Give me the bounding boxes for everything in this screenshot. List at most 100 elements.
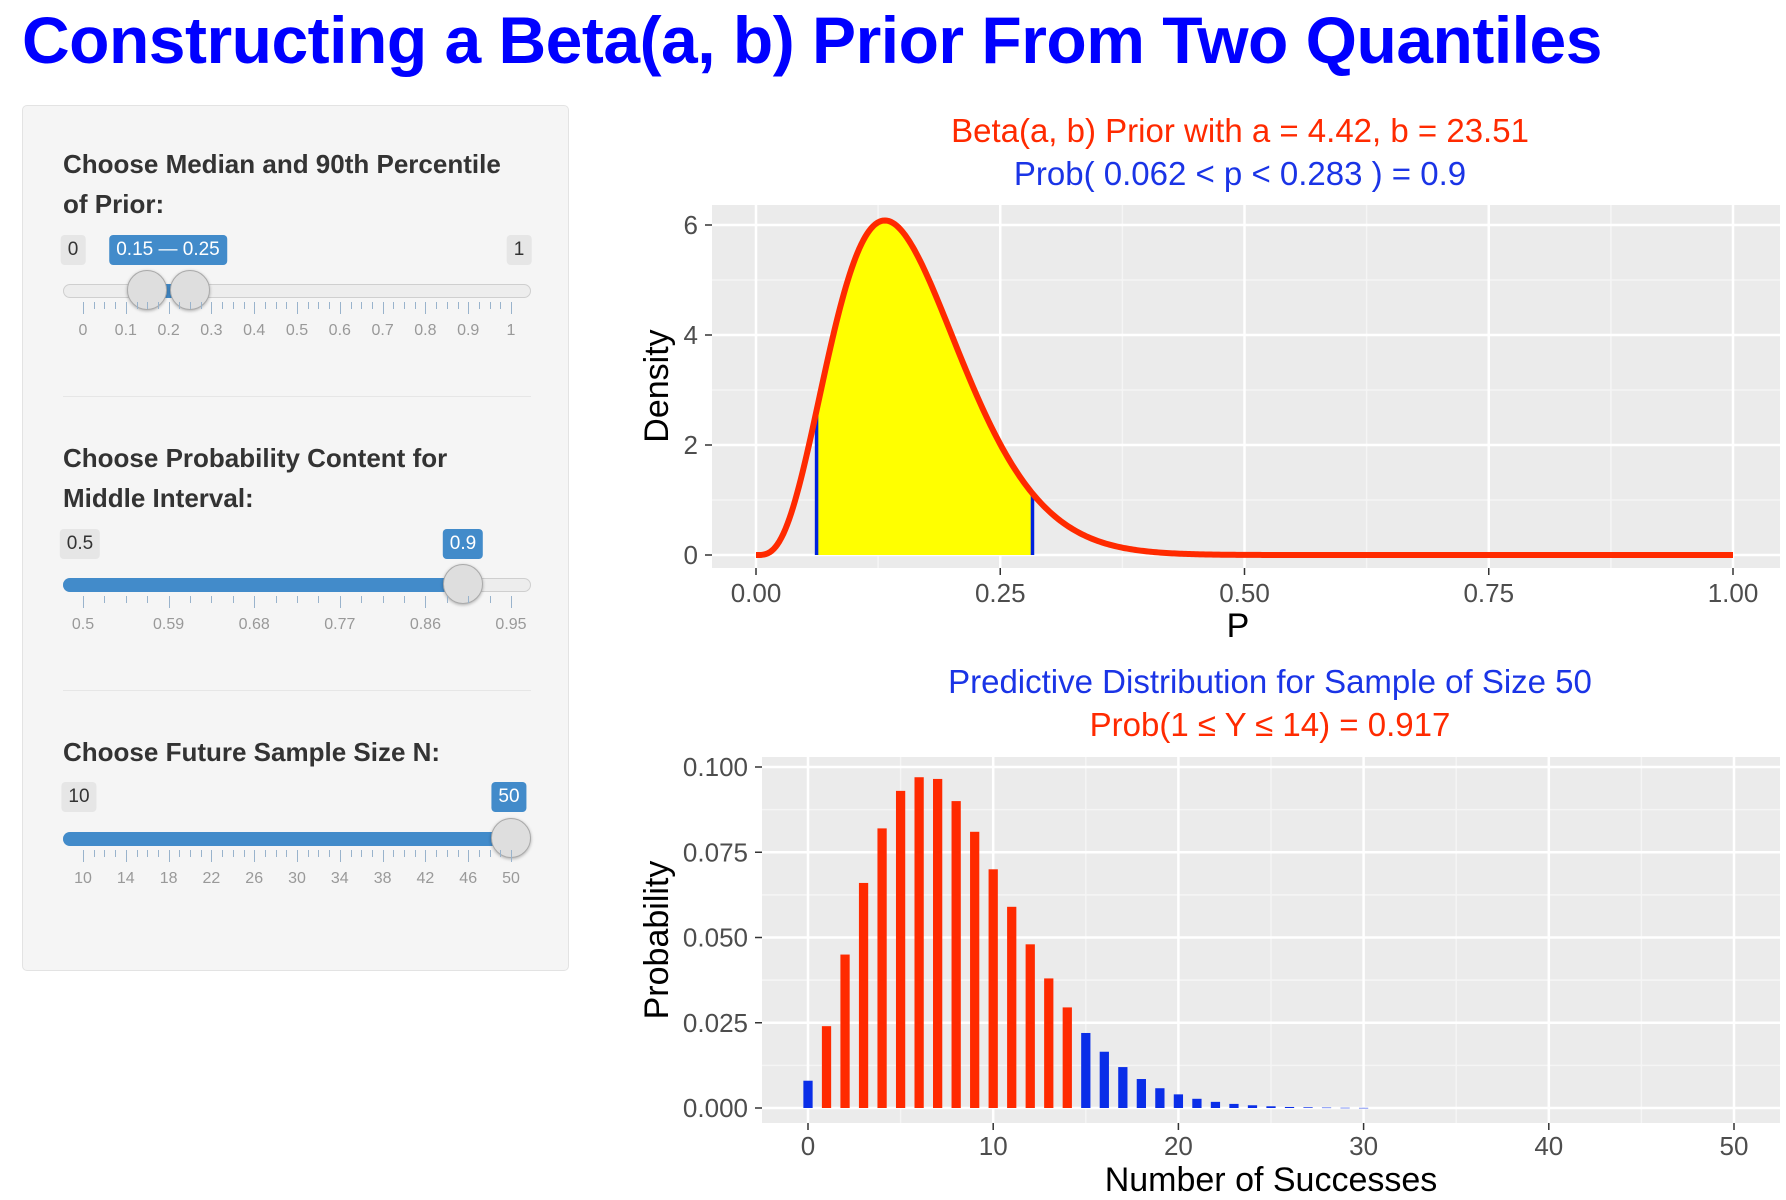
y-tick-label: 4 — [684, 320, 698, 350]
probability-bar — [914, 777, 924, 1108]
prob-slider-tick-mark — [168, 596, 170, 608]
quantile-slider-tick-mark — [125, 302, 127, 314]
prob-slider-handle[interactable] — [443, 564, 484, 604]
prior-x-axis-label: P — [1227, 607, 1250, 645]
prob-slider-label: Choose Probability Content for Middle In… — [63, 443, 448, 513]
quantile-slider-tick-mark — [457, 302, 459, 309]
prob-slider-tick-mark — [446, 596, 448, 603]
size-slider-tick-label: 46 — [459, 870, 478, 887]
quantile-slider-tick-mark — [254, 302, 256, 314]
size-slider-tick-mark — [147, 850, 149, 857]
quantile-slider-tick-mark — [468, 302, 470, 314]
size-slider-tick-mark — [436, 850, 438, 857]
y-tick-label: 0.050 — [683, 923, 748, 953]
quantile-slider-tick-label: 0 — [78, 322, 88, 339]
size-slider-tick-mark — [115, 850, 117, 857]
size-slider-tick-mark — [211, 850, 213, 862]
size-slider-tick-mark — [446, 850, 448, 857]
size-slider-tick-mark — [425, 850, 427, 862]
prob-slider-ticks: 0.5 0.59 0.68 0.77 0.86 0.95 — [63, 596, 531, 636]
predictive-chart-subtitle: Prob(1 ≤ Y ≤ 14) = 0.917 — [1089, 706, 1451, 743]
quantile-slider-tick-mark — [136, 302, 138, 309]
prob-slider-tick-mark — [147, 596, 149, 603]
quantile-slider-tick-mark — [157, 302, 159, 309]
probability-bar — [1229, 1103, 1239, 1108]
prob-slider-tick-mark — [190, 596, 191, 603]
quantile-slider-tick-mark — [286, 302, 288, 309]
x-tick-label: 10 — [979, 1131, 1008, 1161]
x-tick-label: 30 — [1349, 1131, 1378, 1161]
probability-bar — [1062, 1007, 1072, 1108]
size-slider-tick-label: 22 — [202, 870, 221, 887]
quantile-slider-tick-mark — [350, 302, 352, 309]
quantile-slider-tick-label: 0.8 — [414, 322, 437, 339]
size-slider-tick-mark — [350, 850, 352, 857]
size-slider-tick-label: 14 — [116, 870, 135, 887]
quantile-slider-tick-mark — [264, 302, 266, 309]
quantile-slider-tick-mark — [104, 302, 106, 309]
quantile-slider-tick-label: 0.7 — [371, 322, 394, 339]
divider — [63, 396, 531, 397]
quantile-slider-tick-label: 0.9 — [457, 322, 480, 339]
quantile-slider-tick-label: 0.1 — [114, 322, 137, 339]
probability-bar — [1007, 906, 1017, 1108]
size-slider-ticks: 10 14 18 22 26 30 34 38 42 46 50 — [63, 850, 531, 890]
x-tick-label: 0.75 — [1463, 578, 1514, 608]
quantile-slider-tick-mark — [371, 302, 373, 309]
probability-bar — [858, 882, 869, 1108]
prob-slider-tick-label: 0.86 — [409, 616, 441, 633]
y-tick-label: 0.000 — [683, 1093, 748, 1123]
quantile-slider-tick-mark — [329, 302, 331, 309]
size-slider-tick-mark — [179, 850, 181, 857]
quantile-slider-tick-label: 0.4 — [243, 322, 266, 339]
x-tick-label: 0 — [801, 1131, 815, 1161]
quantile-slider-tick-mark — [393, 302, 395, 309]
probability-bar — [1192, 1098, 1202, 1108]
y-tick-label: 2 — [684, 430, 698, 460]
probability-bar — [1284, 1106, 1295, 1108]
y-tick-label: 0.075 — [683, 837, 748, 867]
size-slider-track[interactable] — [63, 832, 531, 846]
prob-slider-tick-mark — [211, 596, 213, 603]
prob-slider-track[interactable] — [63, 578, 531, 592]
probability-bar — [951, 801, 961, 1108]
predictive-x-axis-label: Number of Successes — [1105, 1161, 1438, 1199]
quantile-slider-value: 0.15 — 0.25 — [109, 235, 227, 265]
prob-slider-tick-label: 0.5 — [71, 616, 95, 633]
size-slider-tick-label: 30 — [288, 870, 306, 887]
quantile-slider-tick-mark — [425, 302, 427, 314]
size-slider-tick-mark — [511, 850, 512, 862]
quantile-slider-tick-mark — [404, 302, 405, 309]
probability-bar — [970, 831, 980, 1108]
prior-chart-title: Beta(a, b) Prior with a = 4.42, b = 23.5… — [951, 112, 1529, 149]
prior-chart-subtitle: Prob( 0.062 < p < 0.283 ) = 0.9 — [1013, 155, 1467, 192]
size-slider-tick-mark — [468, 850, 470, 862]
size-slider-tick-mark — [136, 850, 138, 857]
quantile-slider-tick-label: 0.3 — [200, 322, 223, 339]
x-tick-label: 40 — [1534, 1131, 1563, 1161]
size-slider-tick-mark — [329, 850, 331, 857]
quantile-slider-tick-label: 1 — [506, 322, 516, 339]
size-slider-tick-mark — [254, 850, 256, 862]
size-slider-tick-mark — [264, 850, 266, 857]
y-tick-label: 0 — [684, 540, 698, 570]
prior-density-curve — [754, 217, 1735, 558]
size-slider-tick-mark — [200, 850, 202, 857]
size-slider-tick-mark — [190, 850, 191, 857]
size-slider-tick-mark — [168, 850, 170, 862]
prior-chart: 0.00 0.25 0.50 0.75 1.00 0 2 4 6 P Density — [638, 205, 1780, 645]
quantile-slider-tick-mark — [211, 302, 213, 314]
quantile-slider-tick-mark — [489, 302, 491, 309]
prob-slider-tick-label: 0.77 — [324, 616, 356, 633]
size-slider-tick-mark — [307, 850, 309, 857]
x-tick-label: 1.00 — [1708, 578, 1759, 608]
prob-slider-tick-mark — [232, 596, 234, 603]
x-tick-label: 20 — [1164, 1131, 1193, 1161]
x-tick-label: 0.00 — [731, 578, 782, 608]
quantile-slider-tick-mark — [147, 302, 149, 309]
probability-bar — [1173, 1094, 1184, 1108]
x-tick-label: 50 — [1720, 1131, 1749, 1161]
quantile-slider-tick-mark — [446, 302, 448, 309]
prob-slider-tick-mark — [489, 596, 491, 603]
